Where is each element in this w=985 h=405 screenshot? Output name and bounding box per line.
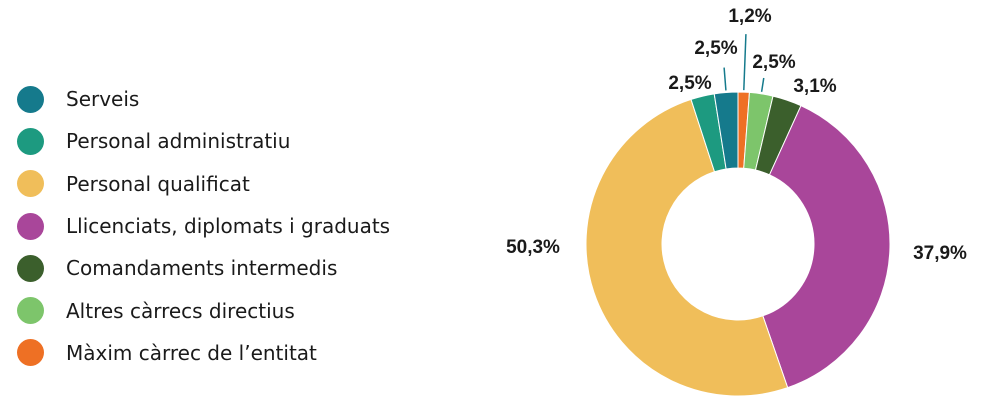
donut-slice: [713, 91, 739, 170]
legend-label: Comandaments intermedis: [66, 256, 338, 281]
legend-item: Personal qualificat: [17, 163, 437, 205]
legend-swatch: [17, 212, 44, 240]
data-label: 1,2%: [728, 6, 771, 27]
legend-swatch: [17, 170, 44, 198]
legend-label: Llicenciats, diplomats i graduats: [66, 214, 391, 239]
donut-slice: [762, 105, 891, 389]
data-label: 2,5%: [694, 38, 737, 59]
data-label: 37,9%: [913, 243, 967, 264]
legend-label: Personal administratiu: [66, 129, 291, 154]
legend-label: Màxim càrrec de l’entitat: [66, 340, 317, 365]
donut-slice: [585, 98, 789, 397]
legend-item: Altres càrrecs directius: [17, 289, 437, 331]
legend-swatch: [17, 127, 44, 155]
legend-swatch: [17, 339, 44, 367]
data-label: 2,5%: [752, 52, 795, 73]
data-label: 3,1%: [793, 76, 836, 97]
legend-item: Màxim càrrec de l’entitat: [17, 332, 437, 374]
legend-swatch: [17, 254, 44, 282]
legend-label: Personal qualificat: [66, 171, 250, 196]
legend-label: Altres càrrecs directius: [66, 298, 295, 323]
legend-swatch: [17, 297, 44, 325]
leader-line: [723, 67, 727, 91]
data-label: 50,3%: [506, 237, 560, 258]
leader-line: [760, 77, 765, 92]
legend-item: Personal administratiu: [17, 120, 437, 162]
legend-label: Serveis: [66, 87, 140, 112]
data-label: 2,5%: [668, 73, 711, 94]
leader-line: [743, 34, 747, 91]
chart-legend: Serveis Personal administratiu Personal qu…: [17, 78, 437, 374]
legend-swatch: [17, 85, 44, 113]
legend-item: Llicenciats, diplomats i graduats: [17, 205, 437, 247]
legend-item: Comandaments intermedis: [17, 247, 437, 289]
legend-item: Serveis: [17, 78, 437, 120]
